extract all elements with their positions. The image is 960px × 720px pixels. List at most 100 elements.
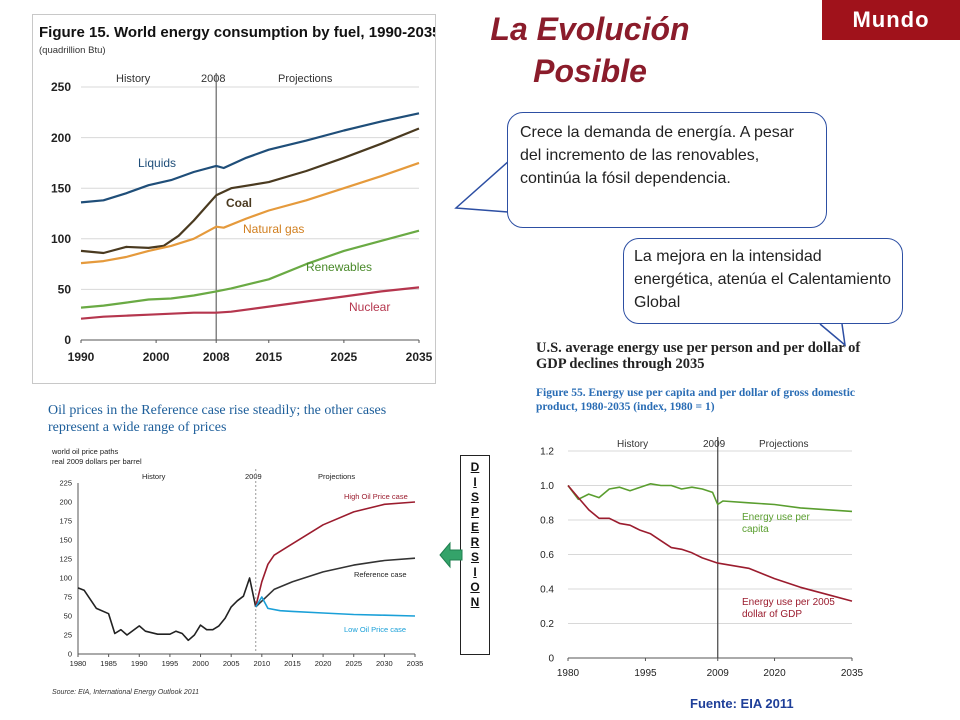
chart2-title: Oil prices in the Reference case rise st… <box>48 403 387 435</box>
y-tick-label: 200 <box>59 498 72 507</box>
world-energy-svg: Figure 15. World energy consumption by f… <box>39 24 435 364</box>
dispersion-letter: P <box>470 505 479 519</box>
x-tick-label: 2035 <box>407 659 424 668</box>
chart1-label-nuclear: Nuclear <box>349 300 390 314</box>
series-line <box>255 596 416 617</box>
y-tick-label: 25 <box>64 631 72 640</box>
x-tick-label: 2015 <box>284 659 301 668</box>
source-note: Fuente: EIA 2011 <box>690 696 794 711</box>
chart1-label-coal: Coal <box>226 196 252 210</box>
chart3-projections-label: Projections <box>759 439 808 450</box>
chart2-projections-label: Projections <box>318 472 355 481</box>
callout-pointers <box>454 159 847 347</box>
oil-price-svg: Oil prices in the Reference case rise st… <box>48 403 424 696</box>
x-tick-label: 2035 <box>406 350 433 364</box>
us-energy-svg: U.S. average energy use per person and p… <box>536 340 864 679</box>
oil-price-chart: Oil prices in the Reference case rise st… <box>48 402 430 702</box>
x-tick-label: 1985 <box>100 659 117 668</box>
x-tick-label: 2009 <box>707 668 730 679</box>
dispersion-letter: I <box>473 475 477 489</box>
y-tick-label: 150 <box>59 536 72 545</box>
x-tick-label: 1980 <box>557 668 580 679</box>
x-tick-label: 2020 <box>763 668 786 679</box>
chart3-title: Figure 55. Energy use per capita and per… <box>536 387 856 413</box>
dispersion-arrow-icon <box>439 541 463 569</box>
y-tick-label: 0.2 <box>540 619 554 630</box>
slide-title-line2: Posible <box>533 53 647 89</box>
y-tick-label: 75 <box>64 593 72 602</box>
chart2-divider-label: 2009 <box>245 472 262 481</box>
chart1-subtitle: (quadrillion Btu) <box>39 45 106 56</box>
series-line <box>80 112 420 204</box>
chart1-label-gas: Natural gas <box>243 222 304 236</box>
x-tick-label: 2015 <box>255 350 282 364</box>
chart2-subtitle-1: world oil price paths <box>51 447 119 456</box>
chart2-subtitle-2: real 2009 dollars per barrel <box>52 457 142 466</box>
chart1-title: Figure 15. World energy consumption by f… <box>39 24 435 41</box>
x-tick-label: 1995 <box>162 659 179 668</box>
y-tick-label: 0.8 <box>540 516 554 527</box>
chart1-projections-label: Projections <box>278 73 333 85</box>
x-tick-label: 1995 <box>634 668 657 679</box>
y-tick-label: 50 <box>58 283 72 297</box>
y-tick-label: 0 <box>68 650 72 659</box>
slide-title-line1: La Evolución <box>490 11 690 47</box>
dispersion-letter: S <box>470 490 479 504</box>
y-tick-label: 0 <box>548 654 554 665</box>
dispersion-letter: E <box>470 520 479 534</box>
callout-intensity: La mejora en la intensidad energética, a… <box>623 238 903 324</box>
y-tick-label: 0 <box>64 333 71 347</box>
y-tick-label: 1.0 <box>540 481 554 492</box>
y-tick-label: 125 <box>59 555 72 564</box>
y-tick-label: 100 <box>59 574 72 583</box>
chart2-history-label: History <box>142 472 166 481</box>
series-line <box>567 483 853 513</box>
x-tick-label: 2025 <box>331 350 358 364</box>
dispersion-letter: R <box>470 535 480 549</box>
series-line <box>80 127 420 255</box>
world-energy-chart: Figure 15. World energy consumption by f… <box>32 14 436 384</box>
y-tick-label: 50 <box>64 612 72 621</box>
dispersion-letter: S <box>470 550 479 564</box>
slide-title: La Evolución Posible <box>440 8 740 92</box>
x-tick-label: 1980 <box>70 659 87 668</box>
series-line <box>80 286 420 320</box>
x-tick-label: 1990 <box>68 350 95 364</box>
y-tick-label: 150 <box>51 181 71 195</box>
dispersion-letter: N <box>470 595 480 609</box>
callout-demand: Crece la demanda de energía. A pesar del… <box>507 112 827 228</box>
chart3-history-label: History <box>617 439 648 450</box>
callout2-tail <box>819 323 847 347</box>
chart3-headline: U.S. average energy use per person and p… <box>536 340 861 372</box>
y-tick-label: 0.4 <box>540 585 554 596</box>
x-tick-label: 2005 <box>223 659 240 668</box>
chart2-label-ref: Reference case <box>354 570 407 579</box>
series-line <box>255 557 416 608</box>
region-badge: Mundo <box>822 0 960 40</box>
chart1-label-renewables: Renewables <box>306 260 372 274</box>
y-tick-label: 100 <box>51 232 71 246</box>
dispersion-letter: I <box>473 565 477 579</box>
x-tick-label: 1990 <box>131 659 148 668</box>
y-tick-label: 200 <box>51 131 71 145</box>
us-energy-intensity-chart: U.S. average energy use per person and p… <box>520 340 865 685</box>
x-tick-label: 2035 <box>841 668 864 679</box>
chart1-divider-label: 2008 <box>201 73 225 85</box>
y-tick-label: 175 <box>59 517 72 526</box>
y-tick-label: 225 <box>59 479 72 488</box>
chart1-label-liquids: Liquids <box>138 156 176 170</box>
x-tick-label: 2000 <box>143 350 170 364</box>
chart2-label-high: High Oil Price case <box>344 492 408 501</box>
y-tick-label: 0.6 <box>540 550 554 561</box>
y-tick-label: 250 <box>51 80 71 94</box>
x-tick-label: 2000 <box>192 659 209 668</box>
series-line <box>80 161 420 265</box>
chart1-history-label: History <box>116 73 151 85</box>
chart3-label-gdp: Energy use per 2005 dollar of GDP <box>742 597 835 620</box>
series-line <box>254 501 416 608</box>
series-line <box>567 484 853 602</box>
series-line <box>80 229 420 309</box>
chart2-source: Source: EIA, International Energy Outloo… <box>52 689 199 696</box>
chart3-divider-label: 2009 <box>703 439 726 450</box>
